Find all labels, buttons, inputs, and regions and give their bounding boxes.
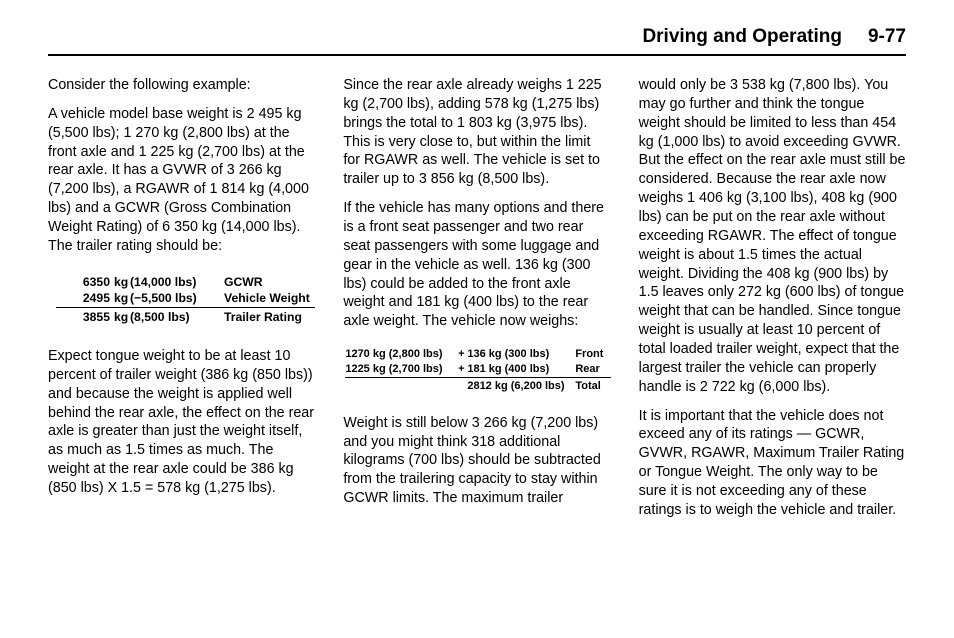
calc-blank (345, 379, 455, 394)
vehicle-weight-calculation: 1270 kg (2,800 lbs) + 136 kg (300 lbs) F… (345, 347, 610, 394)
calc-rear-add: 181 kg (400 lbs) (467, 362, 571, 377)
content-columns: Consider the following example: A vehicl… (48, 76, 906, 530)
calc-label: Front (571, 347, 603, 362)
calc-lbs: (−5,500 lbs) (130, 290, 216, 306)
calc-label: GCWR (216, 274, 263, 290)
calc-front-add: 136 kg (300 lbs) (467, 347, 571, 362)
calc-rear-base: 1225 kg (2,700 lbs) (345, 362, 455, 377)
paragraph: Consider the following example: (48, 76, 315, 95)
calc-kg: 2495 (56, 290, 110, 306)
calc-lbs: (14,000 lbs) (130, 274, 216, 290)
paragraph: It is important that the vehicle does no… (639, 407, 906, 520)
paragraph: Weight is still below 3 266 kg (7,200 lb… (343, 414, 610, 508)
paragraph: A vehicle model base weight is 2 495 kg … (48, 105, 315, 256)
calc-label: Vehicle Weight (216, 290, 310, 306)
paragraph: Since the rear axle already weighs 1 225… (343, 76, 610, 189)
calc-total: 2812 kg (6,200 lbs) (467, 379, 571, 394)
calc-op: + (455, 362, 467, 377)
section-title: Driving and Operating (642, 26, 842, 48)
calc-unit: kg (114, 274, 130, 290)
calc-label: Trailer Rating (216, 309, 302, 325)
paragraph: would only be 3 538 kg (7,800 lbs). You … (639, 76, 906, 397)
paragraph: Expect tongue weight to be at least 10 p… (48, 347, 315, 498)
calc-label: Total (571, 379, 600, 394)
calc-kg: 6350 (56, 274, 110, 290)
calc-label: Rear (571, 362, 599, 377)
calc-lbs: (8,500 lbs) (130, 309, 216, 325)
calc-unit: kg (114, 290, 130, 306)
calc-op: + (455, 347, 467, 362)
page-header: Driving and Operating 9-77 (48, 26, 906, 56)
calc-front-base: 1270 kg (2,800 lbs) (345, 347, 455, 362)
calc-unit: kg (114, 309, 130, 325)
paragraph: If the vehicle has many options and ther… (343, 199, 610, 331)
trailer-rating-calculation: 6350 kg (14,000 lbs) GCWR 2495 kg (−5,50… (56, 274, 315, 325)
calc-op (455, 379, 467, 394)
page-number: 9-77 (868, 26, 906, 48)
column-2: Since the rear axle already weighs 1 225… (343, 76, 610, 530)
calc-kg: 3855 (56, 309, 110, 325)
column-1: Consider the following example: A vehicl… (48, 76, 315, 530)
column-3: would only be 3 538 kg (7,800 lbs). You … (639, 76, 906, 530)
